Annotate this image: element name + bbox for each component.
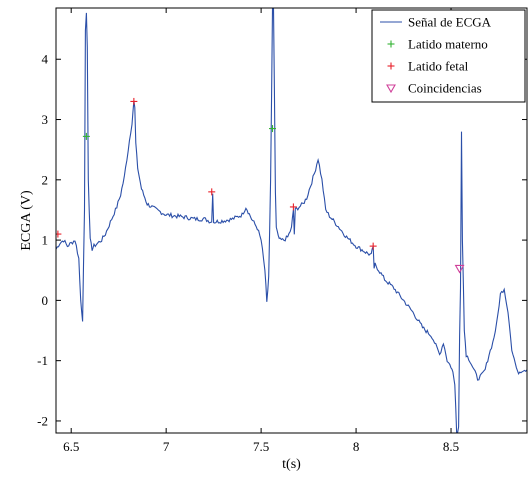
y-tick-label: 3 — [42, 112, 49, 127]
legend-plus-swatch — [387, 62, 395, 70]
y-tick-label: -1 — [37, 353, 48, 368]
marker-latido-materno — [269, 125, 277, 133]
x-tick-label: 8 — [353, 439, 360, 454]
x-tick-label: 7 — [163, 439, 170, 454]
y-axis-label: ECGA (V) — [19, 190, 34, 251]
marker-latido-materno — [82, 132, 90, 140]
x-tick-label: 7.5 — [253, 439, 269, 454]
x-tick-label: 8.5 — [443, 439, 459, 454]
plot-frame — [55, 7, 528, 434]
legend-entry-label: Latido fetal — [408, 59, 469, 74]
legend-entry-label: Latido materno — [408, 37, 488, 52]
marker-latido-fetal — [289, 203, 297, 211]
x-axis-label: t(s) — [282, 457, 301, 472]
y-tick-label: 1 — [42, 233, 49, 248]
y-tick-label: 4 — [42, 52, 49, 67]
marker-latido-fetal — [56, 230, 62, 238]
marker-coincidencia — [454, 264, 465, 274]
y-tick-label: -2 — [37, 413, 48, 428]
legend-entry-label: Señal de ECGA — [408, 15, 492, 30]
legend-plus-swatch — [387, 40, 395, 48]
marker-latido-fetal — [208, 188, 216, 196]
ecg-signal-line — [56, 8, 527, 433]
legend-triangle-swatch — [386, 84, 396, 94]
marker-latido-fetal — [369, 242, 377, 250]
legend-box — [371, 9, 526, 103]
y-tick-label: 2 — [42, 172, 49, 187]
x-tick-label: 6.5 — [63, 439, 79, 454]
y-tick-label: 0 — [42, 293, 49, 308]
plot-area — [56, 8, 527, 433]
axes: 6.5 7 7.5 8 8.5 -2 -1 0 1 2 3 4 — [37, 7, 528, 454]
legend: Señal de ECGA Latido materno Latido fetal C… — [371, 9, 526, 103]
legend-entry-label: Coincidencias — [408, 81, 482, 96]
marker-latido-fetal — [130, 97, 138, 105]
